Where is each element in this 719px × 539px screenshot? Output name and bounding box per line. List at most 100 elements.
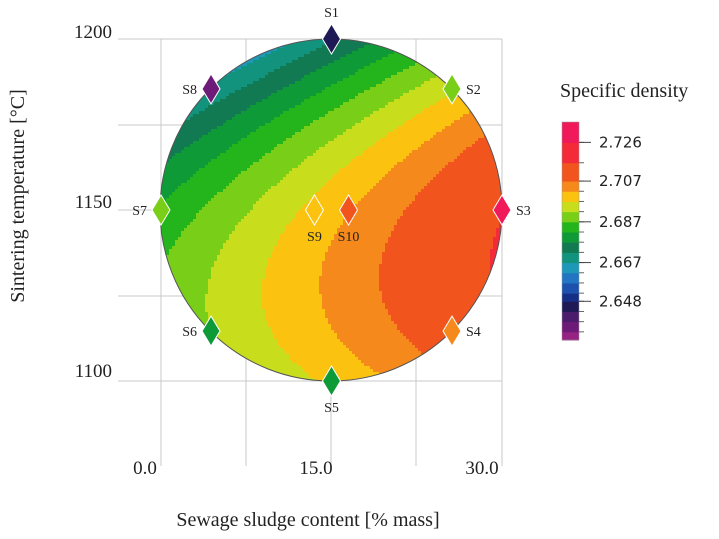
contour-cell xyxy=(169,195,215,199)
contour-cell xyxy=(289,354,356,358)
contour-cell xyxy=(205,204,254,208)
contour-cell xyxy=(247,63,287,67)
contour-cell xyxy=(301,366,371,370)
contour-cell xyxy=(421,39,464,43)
design-points: S1 S2 S3 S4 S5 S6 S7 S8 S9 S10 xyxy=(132,6,531,416)
contour-cell xyxy=(322,294,383,298)
contour-cell xyxy=(160,126,176,130)
contour-cell xyxy=(388,237,494,241)
contour-cell xyxy=(274,246,329,250)
contour-cell xyxy=(298,165,347,169)
contour-cell xyxy=(160,183,182,187)
contour-cell xyxy=(352,210,404,214)
contour-cell xyxy=(247,135,293,139)
contour-cell xyxy=(283,45,323,49)
contour-cell xyxy=(277,240,332,244)
contour-cell xyxy=(385,174,437,178)
contour-cell xyxy=(427,354,502,358)
contour-cell xyxy=(364,363,440,367)
contour-cell xyxy=(346,345,416,349)
design-point-s4 xyxy=(442,315,462,348)
contour-cell xyxy=(370,114,416,118)
contour-cell xyxy=(421,189,502,193)
contour-cell xyxy=(229,183,278,187)
contour-cell xyxy=(235,228,287,232)
contour-cell xyxy=(265,153,314,157)
contour-cell xyxy=(247,168,293,172)
contour-cell xyxy=(373,186,425,190)
contour-cell xyxy=(385,303,502,307)
contour-cell xyxy=(433,177,502,181)
contour-cell xyxy=(436,75,482,79)
contour-cell xyxy=(463,150,502,154)
contour-cell xyxy=(166,357,227,361)
contour-cell xyxy=(466,147,502,151)
contour-cell xyxy=(241,87,284,91)
contour-cell xyxy=(373,111,422,115)
contour-cell xyxy=(241,138,287,142)
contour-cell xyxy=(349,213,404,217)
colorbar-band xyxy=(562,142,579,164)
contour-cell xyxy=(304,204,356,208)
contour-cell xyxy=(235,225,287,229)
contour-cell xyxy=(385,246,494,250)
contour-cell xyxy=(184,75,224,79)
contour-cell xyxy=(391,231,497,235)
contour-cell xyxy=(313,195,365,199)
contour-cell xyxy=(490,129,502,133)
contour-cell xyxy=(382,258,491,262)
contour-cell xyxy=(319,189,371,193)
contour-cell xyxy=(304,369,374,373)
contour-cell xyxy=(334,138,380,142)
contour-cell xyxy=(169,129,212,133)
contour-cell xyxy=(289,84,332,88)
contour-cell xyxy=(418,147,467,151)
contour-cell xyxy=(199,138,242,142)
contour-cell xyxy=(166,255,218,259)
contour-cell xyxy=(352,351,422,355)
contour-cell xyxy=(160,219,194,223)
contour-cell xyxy=(211,333,275,337)
contour-cell xyxy=(319,276,380,280)
contour-cell xyxy=(160,174,194,178)
contour-cell xyxy=(274,147,320,151)
contour-cell xyxy=(160,168,200,172)
colorbar-band xyxy=(562,262,579,274)
contour-cell xyxy=(379,372,455,376)
contour-cell xyxy=(208,279,263,283)
contour-cell xyxy=(160,186,179,190)
contour-cell xyxy=(472,144,502,148)
contour-cell xyxy=(379,288,497,292)
contour-cell xyxy=(430,357,502,361)
contour-cell xyxy=(289,108,335,112)
contour-cell xyxy=(415,114,464,118)
contour-cell xyxy=(229,93,272,97)
contour-cell xyxy=(262,279,320,283)
contour-cell xyxy=(358,69,404,73)
contour-cell xyxy=(160,213,197,217)
contour-cell xyxy=(280,345,347,349)
colorbar-band xyxy=(562,252,579,264)
contour-cell xyxy=(382,57,428,61)
contour-cell xyxy=(493,282,502,286)
colorbar-band xyxy=(562,272,579,284)
colorbar-band xyxy=(562,282,579,294)
contour-cell xyxy=(493,240,502,244)
contour-cell xyxy=(208,201,257,205)
colorbar-label-0: 2.726 xyxy=(599,133,642,151)
contour-cell xyxy=(307,156,356,160)
contour-cell xyxy=(160,234,182,238)
contour-cell xyxy=(403,213,502,217)
contour-cell xyxy=(208,321,269,325)
contour-cell xyxy=(493,69,502,73)
contour-cell xyxy=(160,102,173,106)
contour-cell xyxy=(448,369,502,373)
contour-cell xyxy=(376,60,422,64)
contour-cell xyxy=(301,129,347,133)
contour-cell xyxy=(166,132,209,136)
contour-cell xyxy=(421,60,467,64)
contour-cell xyxy=(367,147,419,151)
contour-cell xyxy=(319,291,383,295)
contour-cell xyxy=(355,123,404,127)
contour-cell xyxy=(265,276,320,280)
